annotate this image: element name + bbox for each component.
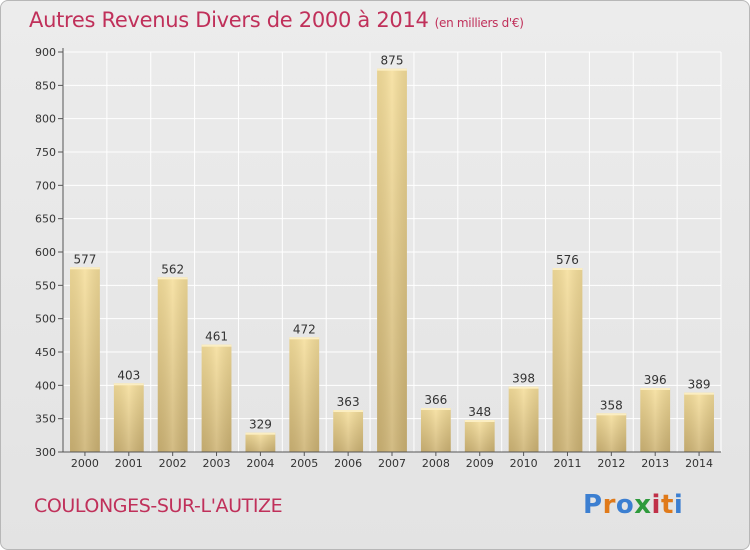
bar-top-highlight [157,277,188,280]
chart-title-text: Autres Revenus Divers de 2000 à 2014 [29,8,429,32]
x-tick-label: 2014 [685,457,713,470]
bar-shade [464,420,495,452]
x-tick-label: 2010 [510,457,538,470]
bar-shade [333,410,364,452]
x-tick-label: 2011 [553,457,581,470]
data-label: 461 [205,330,228,344]
y-tick-label: 600 [35,246,56,259]
logo-letter: P [583,490,603,520]
y-tick-label: 850 [35,79,56,92]
data-label: 348 [468,405,491,419]
bar-shade [420,408,451,452]
x-tick-label: 2004 [246,457,274,470]
bar-shade [70,267,100,452]
x-tick-label: 2006 [334,457,362,470]
chart-title: Autres Revenus Divers de 2000 à 2014 (en … [29,8,524,32]
x-tick-label: 2013 [641,457,669,470]
y-tick-label: 350 [35,413,56,426]
bar-top-highlight [377,68,407,71]
logo-letter: o [615,490,635,520]
data-label: 576 [556,253,579,267]
data-label: 875 [381,54,404,68]
bar-top-highlight [684,392,714,395]
bar-top-highlight [333,410,364,412]
y-tick-label: 300 [35,446,56,459]
y-tick-label: 400 [35,379,56,392]
bar-shade [596,413,627,452]
y-tick-label: 450 [35,346,56,359]
logo-letter: i [651,490,661,520]
data-label: 366 [424,393,447,407]
bar-top-highlight [464,420,495,422]
data-label: 577 [73,252,96,266]
y-tick-label: 800 [35,113,56,126]
bar-shade [377,68,407,453]
y-tick-label: 550 [35,279,56,292]
logo-letter: t [660,490,674,520]
data-label: 389 [688,378,711,392]
proxiti-logo[interactable]: Proxiti [583,490,683,520]
x-tick-label: 2003 [203,457,231,470]
logo-letter: i [673,490,684,520]
bar-top-highlight [552,268,583,270]
x-tick-label: 2000 [71,457,99,470]
unit-note: (en milliers d'€) [434,16,524,30]
logo-letter: r [602,490,616,520]
x-tick-label: 2002 [159,457,187,470]
y-tick-label: 750 [35,146,56,159]
bar-shade [289,337,320,452]
commune-name: COULONGES-SUR-L'AUTIZE [34,495,283,517]
bar-top-highlight [289,337,320,340]
x-tick-label: 2012 [597,457,625,470]
bar-shade [113,383,144,452]
x-tick-label: 2001 [115,457,143,470]
axes: 300 350 400 450 500 550 600 650 700 750 800 850 900 5… [35,46,721,470]
data-label: 363 [337,395,360,409]
x-tick-label: 2007 [378,457,406,470]
data-label: 562 [161,262,184,276]
data-label: 329 [249,418,272,432]
x-tick-label: 2009 [466,457,494,470]
bar-top-highlight [420,408,451,410]
x-tick-label: 2008 [422,457,450,470]
bar-shade [552,268,583,452]
bar-top-highlight [596,413,627,416]
y-tick-label: 500 [35,313,56,326]
y-tick-label: 650 [35,213,56,226]
bar-shade [157,277,188,452]
logo-letter: x [634,490,652,520]
bar-shade [684,392,714,452]
x-tick-label: 2005 [290,457,318,470]
y-tick-label: 900 [35,46,56,59]
bar-top-highlight [113,383,144,386]
y-tick-label: 700 [35,179,56,192]
data-label: 472 [293,322,316,336]
bar-shade [640,388,671,452]
data-label: 358 [600,398,623,412]
bar-shade [201,344,232,452]
bar-top-highlight [201,344,232,347]
data-label: 396 [644,373,667,387]
bar-top-highlight [70,267,100,270]
bar-top-highlight [508,386,539,389]
bars [70,68,714,453]
data-label: 403 [117,368,140,382]
bar-top-highlight [640,388,671,390]
bar-top-highlight [245,432,276,435]
data-label: 398 [512,372,535,386]
bar-shade [508,386,539,452]
bar-shade [245,432,276,452]
